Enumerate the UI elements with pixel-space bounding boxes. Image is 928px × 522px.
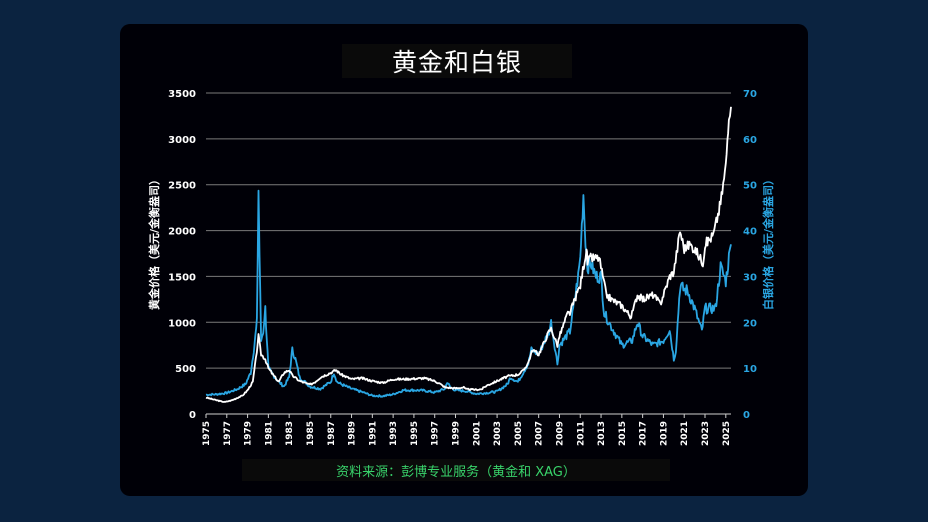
source-note: 资料来源：彭博专业服务（黄金和 XAG） bbox=[242, 459, 670, 481]
x-tick-label: 2001 bbox=[472, 421, 482, 446]
right-axis-label: 白银价格（美元/金衡盎司） bbox=[761, 174, 775, 310]
left-tick-label: 1000 bbox=[168, 318, 196, 329]
x-tick-label: 2021 bbox=[680, 421, 690, 446]
x-tick-label: 2013 bbox=[597, 421, 607, 446]
x-tick-label: 1993 bbox=[389, 421, 399, 446]
left-tick-label: 2000 bbox=[168, 227, 196, 238]
left-tick-label: 3500 bbox=[168, 89, 196, 100]
x-tick-label: 1979 bbox=[244, 421, 254, 446]
x-tick-label: 2017 bbox=[639, 421, 649, 446]
x-tick-label: 2015 bbox=[618, 421, 628, 446]
x-tick-label: 2019 bbox=[659, 421, 669, 446]
x-axis: 1975 1977 1979 1981 1983 1985 1987 1989 1991 1993… bbox=[202, 413, 732, 446]
right-tick-label: 30 bbox=[743, 272, 757, 283]
x-tick-label: 2023 bbox=[701, 421, 711, 446]
x-tick-label: 2025 bbox=[722, 421, 732, 446]
gridlines bbox=[206, 92, 731, 415]
x-tick-label: 1999 bbox=[452, 421, 462, 446]
gold-line bbox=[205, 106, 732, 403]
right-tick-label: 40 bbox=[743, 227, 757, 238]
x-tick-label: 1975 bbox=[202, 421, 212, 446]
x-tick-label: 1981 bbox=[264, 421, 274, 446]
x-tick-label: 1985 bbox=[306, 421, 316, 446]
series-lines bbox=[205, 106, 732, 403]
left-y-axis: 0 500 1000 1500 2000 2500 3000 3500 bbox=[168, 89, 196, 421]
right-y-axis: 0 10 20 30 40 50 60 70 bbox=[743, 89, 757, 421]
right-tick-label: 60 bbox=[743, 135, 757, 146]
left-tick-label: 1500 bbox=[168, 272, 196, 283]
left-tick-label: 500 bbox=[175, 364, 196, 375]
silver-line bbox=[205, 189, 732, 398]
chart-title: 黄金和白银 bbox=[342, 44, 572, 78]
left-tick-label: 2500 bbox=[168, 181, 196, 192]
chart-panel bbox=[120, 24, 808, 496]
x-tick-label: 2005 bbox=[514, 421, 524, 446]
left-tick-label: 0 bbox=[189, 410, 196, 421]
right-tick-label: 0 bbox=[743, 410, 750, 421]
x-tick-label: 1983 bbox=[285, 421, 295, 446]
x-tick-label: 1997 bbox=[431, 421, 441, 446]
right-tick-label: 10 bbox=[743, 364, 757, 375]
left-tick-label: 3000 bbox=[168, 135, 196, 146]
x-tick-label: 2009 bbox=[555, 421, 565, 446]
right-tick-label: 70 bbox=[743, 89, 757, 100]
right-tick-label: 50 bbox=[743, 181, 757, 192]
right-tick-label: 20 bbox=[743, 318, 757, 329]
x-tick-label: 1989 bbox=[348, 421, 358, 446]
x-tick-label: 1995 bbox=[410, 421, 420, 446]
x-tick-label: 1987 bbox=[327, 421, 337, 446]
x-tick-label: 2011 bbox=[576, 421, 586, 446]
x-tick-label: 1991 bbox=[368, 421, 378, 446]
x-tick-label: 2007 bbox=[535, 421, 545, 446]
x-tick-label: 2003 bbox=[493, 421, 503, 446]
left-axis-label: 黄金价格（美元/金衡盎司） bbox=[147, 174, 161, 310]
x-tick-label: 1977 bbox=[223, 421, 233, 446]
